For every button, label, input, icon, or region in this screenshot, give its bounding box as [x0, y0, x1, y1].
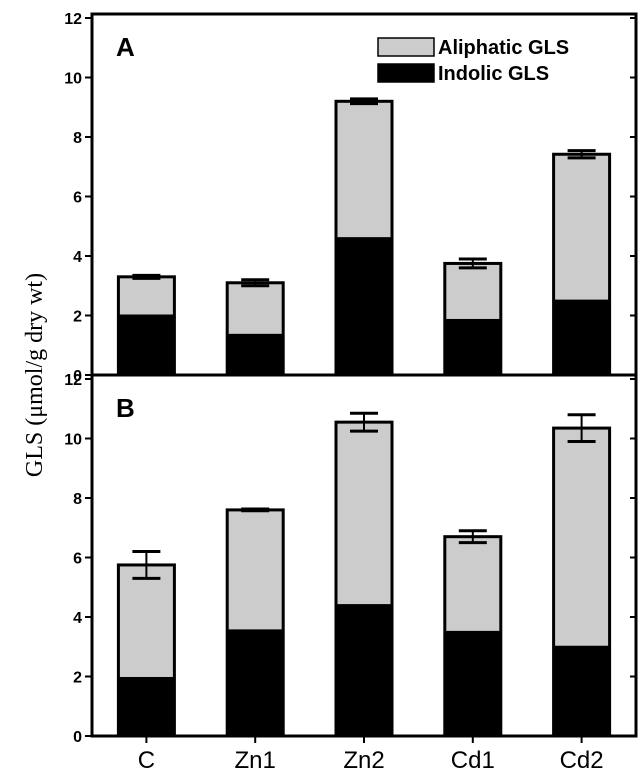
x-tick-label-cd2: Cd2: [560, 747, 604, 773]
panel-label-b: B: [116, 393, 135, 423]
y-tick-label: 6: [73, 190, 82, 207]
y-tick-label: 8: [73, 130, 82, 147]
bar-indolic-cd2: [552, 645, 611, 737]
legend-swatch-aliphatic: [377, 37, 435, 57]
y-tick-label: 6: [73, 551, 82, 568]
legend-label-indolic: Indolic GLS: [438, 63, 549, 85]
panel-label-a: A: [116, 32, 135, 62]
y-tick-label: 10: [64, 71, 82, 88]
y-tick-label: 0: [73, 729, 82, 746]
bar-aliphatic-zn2: [335, 100, 393, 240]
bar-indolic-cd2: [552, 299, 611, 376]
bar-aliphatic-cd1: [443, 535, 502, 633]
bar-indolic-zn2: [335, 604, 393, 737]
y-tick-label: 12: [64, 11, 82, 28]
bar-indolic-zn1: [226, 333, 285, 376]
bar-aliphatic-cd1: [443, 262, 502, 321]
bar-indolic-cd1: [443, 630, 502, 737]
y-tick-label: 0: [73, 368, 82, 385]
y-tick-label: 2: [73, 309, 82, 326]
bar-indolic-c: [117, 314, 176, 376]
bar-aliphatic-zn1: [226, 281, 285, 336]
bar-indolic-zn2: [335, 237, 393, 376]
bar-indolic-zn1: [226, 629, 285, 738]
bar-aliphatic-zn2: [335, 421, 393, 607]
bar-indolic-cd1: [443, 318, 502, 376]
legend-swatch-indolic: [377, 63, 435, 83]
y-tick-label: 12: [64, 372, 82, 389]
bar-indolic-c: [117, 676, 176, 737]
y-tick-label: 8: [73, 491, 82, 508]
y-tick-label: 10: [64, 432, 82, 449]
x-tick-label-c: C: [138, 747, 155, 773]
x-tick-label-zn1: Zn1: [235, 747, 276, 773]
y-tick-label: 2: [73, 670, 82, 687]
bar-aliphatic-cd2: [552, 153, 611, 302]
y-axis-label: GLS (μmol/g dry wt): [22, 273, 48, 477]
legend-label-aliphatic: Aliphatic GLS: [438, 37, 569, 59]
bar-aliphatic-zn1: [226, 508, 285, 632]
x-tick-label-cd1: Cd1: [451, 747, 495, 773]
y-tick-label: 4: [73, 249, 82, 266]
x-tick-label-zn2: Zn2: [343, 747, 384, 773]
bar-aliphatic-c: [117, 563, 176, 679]
bar-aliphatic-c: [117, 275, 176, 317]
bar-aliphatic-cd2: [552, 427, 611, 648]
y-tick-label: 4: [73, 610, 82, 627]
